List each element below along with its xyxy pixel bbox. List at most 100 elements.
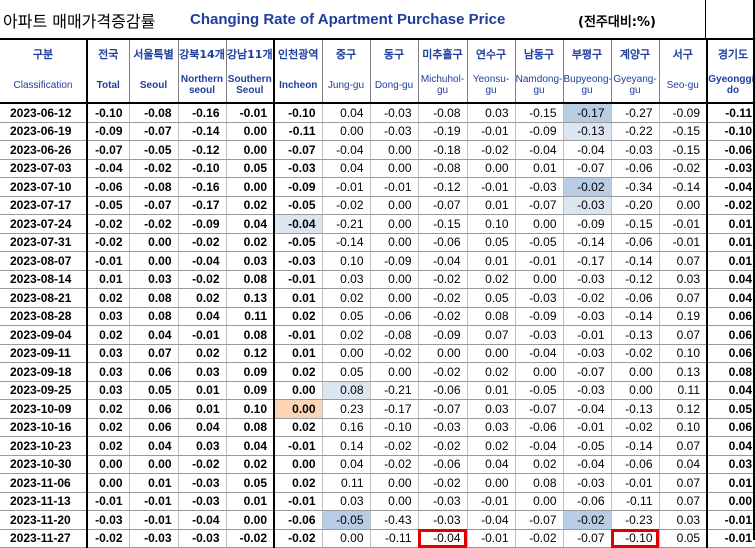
value-cell-total: 0.03: [86, 344, 129, 363]
value-cell-gyeonggi-do: 0.05: [706, 399, 755, 419]
header-kr-12: 계양구: [610, 38, 659, 68]
value-cell-southern-seoul: 0.10: [225, 399, 274, 419]
value-cell-michuhol-gu: -0.02: [417, 288, 467, 308]
value-cell-southern-seoul: 0.08: [225, 418, 274, 437]
value-cell-southern-seoul: 0.05: [225, 473, 274, 493]
value-cell-bupyeong-gu: -0.02: [562, 177, 611, 197]
value-cell-seo-gu: -0.15: [658, 122, 707, 141]
value-cell-southern-seoul: 0.12: [225, 344, 274, 363]
table-row: 2023-07-17 -0.05 -0.07 -0.17 0.02 -0.05 -0.02 0…: [0, 196, 755, 215]
date-cell: 2023-11-13: [0, 492, 87, 511]
value-cell-jung-gu: -0.05: [321, 510, 370, 530]
value-cell-gyeyang-gu: -0.13: [610, 325, 659, 345]
value-cell-michuhol-gu: -0.03: [417, 492, 467, 511]
value-cell-jung-gu: 0.11: [321, 473, 370, 493]
value-cell-total: 0.02: [86, 399, 129, 419]
value-cell-total: -0.07: [86, 140, 129, 160]
value-cell-incheon: 0.02: [273, 473, 322, 493]
value-cell-yeonsu-gu: 0.00: [466, 159, 515, 178]
value-cell-total: 0.02: [86, 325, 129, 345]
value-cell-northern-seoul: 0.03: [177, 362, 226, 382]
value-cell-jung-gu: -0.04: [321, 140, 370, 160]
value-cell-seo-gu: 0.07: [658, 492, 707, 511]
value-cell-yeonsu-gu: 0.00: [466, 473, 515, 493]
value-cell-seo-gu: 0.07: [658, 436, 707, 456]
header-kr-7: 동구: [369, 38, 418, 68]
value-cell-seo-gu: 0.19: [658, 307, 707, 326]
value-cell-seoul: 0.01: [128, 473, 178, 493]
value-cell-southern-seoul: 0.08: [225, 270, 274, 289]
value-cell-seo-gu: 0.04: [658, 455, 707, 474]
value-cell-seoul: 0.06: [128, 418, 178, 437]
value-cell-total: 0.02: [86, 418, 129, 437]
date-cell: 2023-11-20: [0, 510, 87, 530]
value-cell-namdong-gu: -0.05: [514, 381, 563, 400]
value-cell-northern-seoul: -0.10: [177, 159, 226, 178]
value-cell-gyeonggi-do: 0.06: [706, 325, 755, 345]
value-cell-seoul: -0.08: [128, 103, 178, 123]
title-korean: 아파트 매매가격증감률: [3, 12, 156, 31]
value-cell-bupyeong-gu: -0.04: [562, 399, 611, 419]
value-cell-bupyeong-gu: -0.01: [562, 418, 611, 437]
value-cell-yeonsu-gu: -0.01: [466, 122, 515, 141]
table-row: 2023-10-16 0.02 0.06 0.04 0.08 0.02 0.16 -0.10-…: [0, 418, 755, 437]
value-cell-namdong-gu: 0.00: [514, 270, 563, 289]
value-cell-seoul: 0.08: [128, 288, 178, 308]
value-cell-namdong-gu: 0.08: [514, 473, 563, 493]
value-cell-namdong-gu: 0.00: [514, 492, 563, 511]
value-cell-incheon: -0.04: [273, 214, 322, 234]
value-cell-namdong-gu: 0.02: [514, 455, 563, 474]
date-cell: 2023-06-26: [0, 140, 87, 160]
value-cell-northern-seoul: 0.02: [177, 288, 226, 308]
value-cell-yeonsu-gu: 0.02: [466, 362, 515, 382]
value-cell-southern-seoul: 0.05: [225, 159, 274, 178]
value-cell-michuhol-gu: -0.02: [417, 307, 467, 326]
value-cell-incheon: -0.01: [273, 325, 322, 345]
value-cell-incheon: 0.02: [273, 362, 322, 382]
value-cell-total: 0.00: [86, 455, 129, 474]
value-cell-seo-gu: 0.11: [658, 381, 707, 400]
value-cell-gyeonggi-do: 0.06: [706, 344, 755, 363]
value-cell-incheon: -0.01: [273, 436, 322, 456]
value-cell-gyeonggi-do: 0.04: [706, 288, 755, 308]
value-cell-dong-gu: 0.00: [369, 492, 418, 511]
value-cell-michuhol-gu: -0.02: [417, 270, 467, 289]
value-cell-michuhol-gu: -0.18: [417, 140, 467, 160]
value-cell-incheon: -0.05: [273, 196, 322, 215]
value-cell-bupyeong-gu: -0.02: [562, 288, 611, 308]
value-cell-michuhol-gu: -0.12: [417, 177, 467, 197]
value-cell-seoul: -0.08: [128, 177, 178, 197]
value-cell-jung-gu: -0.14: [321, 233, 370, 252]
value-cell-seo-gu: 0.07: [658, 473, 707, 493]
value-cell-dong-gu: -0.01: [369, 177, 418, 197]
value-cell-bupyeong-gu: -0.17: [562, 103, 611, 123]
value-cell-gyeyang-gu: -0.06: [610, 159, 659, 178]
value-cell-seoul: 0.04: [128, 436, 178, 456]
date-cell: 2023-10-09: [0, 399, 87, 419]
date-cell: 2023-09-04: [0, 325, 87, 345]
value-cell-bupyeong-gu: -0.14: [562, 233, 611, 252]
value-cell-southern-seoul: 0.04: [225, 436, 274, 456]
value-cell-seo-gu: 0.07: [658, 251, 707, 271]
value-cell-incheon: -0.09: [273, 177, 322, 197]
value-cell-gyeonggi-do: 0.04: [706, 436, 755, 456]
value-cell-gyeonggi-do: -0.11: [706, 103, 755, 123]
value-cell-yeonsu-gu: 0.07: [466, 325, 515, 345]
value-cell-gyeonggi-do: 0.04: [706, 270, 755, 289]
table-row: 2023-07-31 -0.02 0.00 -0.02 0.02 -0.05 -0.14 0.…: [0, 233, 755, 252]
value-cell-yeonsu-gu: -0.01: [466, 529, 515, 548]
value-cell-namdong-gu: -0.01: [514, 251, 563, 271]
value-cell-dong-gu: 0.00: [369, 196, 418, 215]
value-cell-jung-gu: 0.10: [321, 251, 370, 271]
value-cell-yeonsu-gu: 0.00: [466, 344, 515, 363]
value-cell-northern-seoul: -0.03: [177, 529, 226, 548]
table-row: 2023-09-25 0.03 0.05 0.01 0.09 0.00 0.08 -0.21-…: [0, 381, 755, 400]
title-bar: 아파트 매매가격증감률 Changing Rate of Apartment P…: [0, 0, 755, 38]
header-en-3: Northern seoul: [177, 68, 226, 104]
value-cell-michuhol-gu: -0.19: [417, 122, 467, 141]
table-row: 2023-06-26 -0.07 -0.05 -0.12 0.00 -0.07 -0.04 0…: [0, 140, 755, 160]
value-cell-gyeonggi-do: 0.08: [706, 362, 755, 382]
value-cell-southern-seoul: 0.08: [225, 325, 274, 345]
value-cell-dong-gu: -0.10: [369, 418, 418, 437]
value-cell-jung-gu: 0.00: [321, 122, 370, 141]
